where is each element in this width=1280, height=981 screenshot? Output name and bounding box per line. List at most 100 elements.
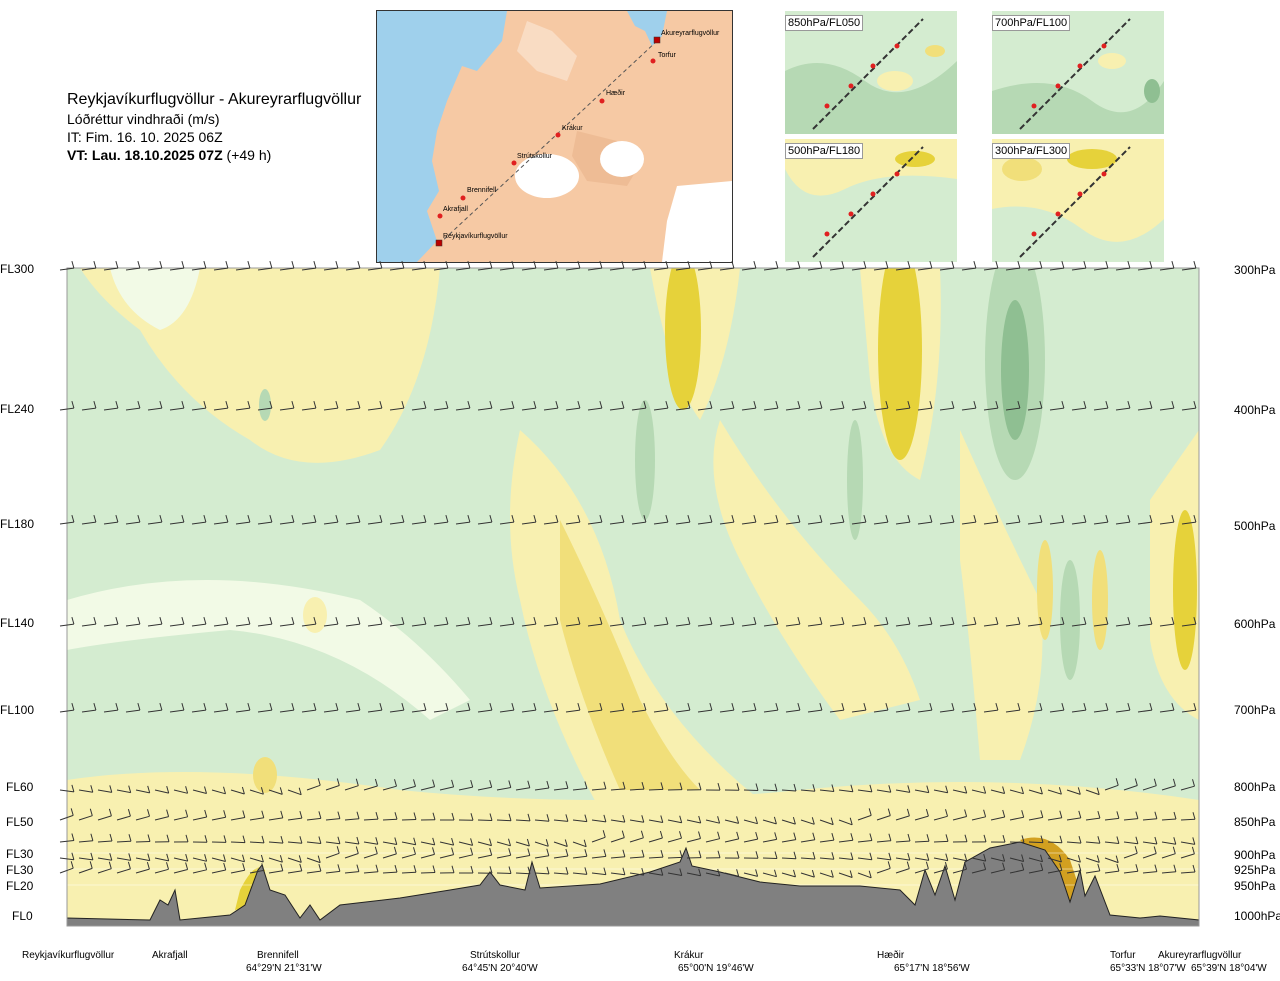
wind-barb-flag [831,852,835,860]
wind-barb-flag [709,514,713,523]
wind-barb-shaft [249,841,265,844]
hpa-label: 600hPa [1234,617,1276,631]
level-map-300[interactable]: 300hPa/FL300 [992,139,1164,262]
wind-barb-shaft [697,521,712,525]
wind-barb-flag [841,260,845,269]
wind-barb-flag [1171,616,1175,625]
wind-barb-shaft [895,840,911,843]
level-map-label: 700hPa/FL100 [992,15,1071,31]
wind-barb-shaft [851,623,866,627]
wind-barb-flag [868,808,872,816]
wind-barb-flag [964,862,967,870]
wind-barb-shaft [762,819,777,825]
wind-barb-shaft [1049,521,1064,525]
wind-barb-shaft [103,521,118,525]
wind-barb-shaft [401,853,416,859]
location-name: Akrafjall [152,950,188,961]
wind-barb-shaft [800,819,815,825]
wind-barb-flag [1171,400,1175,409]
wind-barb-flag [413,812,417,820]
wind-barb-shaft [103,709,118,713]
wind-barb-flag [508,813,512,821]
wind-barb-flag [423,514,427,523]
wind-barb-shaft [235,709,250,713]
wind-barb-shaft [367,623,382,627]
wind-barb-shaft [1071,407,1086,411]
wind-barb-shaft [653,521,668,525]
wind-barb-flag [1061,400,1065,409]
wind-barb-shaft [1093,521,1108,525]
glacier-langjokull [515,154,579,198]
wind-barb-shaft [724,872,739,877]
wind-barb-flag [945,853,949,861]
wind-barb-flag [489,514,493,523]
wind-barb-shaft [345,623,360,627]
wind-barb-shaft [1066,841,1082,844]
wind-barb-shaft [301,407,316,411]
wind-barb-shaft [1028,841,1044,844]
wind-barb-flag [925,861,929,869]
level-map-500[interactable]: 500hPa/FL180 [785,139,957,262]
wind-barb-shaft [125,267,140,271]
wind-barb-shaft [287,870,302,874]
wind-barb-shaft [1181,623,1196,627]
wind-barb-shaft [917,623,932,627]
wind-barb-flag [964,853,968,861]
wind-barb-shaft [971,816,986,821]
wind-barb-flag [93,400,97,409]
wind-barb-shaft [287,817,302,821]
wind-barb-flag [925,808,929,817]
wind-barb-shaft [553,855,568,859]
wind-barb-shaft [477,709,492,713]
wind-barb-shaft [697,623,712,627]
wind-barb-shaft [1142,841,1157,845]
wind-barb-flag [775,616,779,625]
wind-barb-shaft [257,407,272,411]
fl-label: FL60 [6,780,34,794]
fl-label: FL20 [6,879,34,893]
wind-barb-shaft [325,841,340,845]
wind-barb-shaft [610,819,625,823]
wind-barb-shaft [785,407,800,411]
route-map[interactable]: Akureyrarflugvöllur Torfur Hæðir Krákur … [376,10,733,263]
wind-barb-shaft [78,789,93,793]
wind-barb-flag [555,702,559,711]
wind-barb-flag [223,862,227,871]
wind-barb-shaft [990,857,1005,862]
wind-barb-shaft [173,816,188,821]
location-coord: 65°39'N 18°04'W [1191,963,1267,974]
wind-barb-shaft [1049,709,1064,713]
wind-barb-shaft [191,623,206,627]
wind-barb-flag [584,814,588,822]
wind-barb-flag [71,514,75,523]
wind-barb-shaft [609,709,624,713]
wind-barb-flag [888,833,892,841]
wind-barb-flag [166,809,170,817]
wind-barb-shaft [763,267,778,271]
wind-barb-flag [830,870,834,878]
wind-barb-shaft [543,521,558,525]
wind-barb-shaft [952,816,967,821]
wind-barb-flag [355,778,359,786]
wind-barb-flag [1105,616,1109,625]
wind-barb-flag [137,514,141,523]
wind-barb-shaft [629,788,645,791]
level-map-700[interactable]: 700hPa/FL100 [992,11,1164,134]
level-map-850[interactable]: 850hPa/FL050 [785,11,957,134]
wind-barb-flag [225,514,229,523]
wind-barb-flag [336,846,340,854]
wind-barb-flag [299,863,303,872]
wind-barb-shaft [116,868,131,874]
wind-barb-flag [291,514,295,523]
wind-barb-shaft [675,623,690,627]
wind-barb-flag [432,837,436,846]
wind-barb-flag [698,815,702,824]
wind-barb-shaft [990,869,1005,874]
wind-barb-shaft [135,868,150,874]
wind-barb-flag [983,862,987,870]
wind-barb-flag [995,260,999,269]
wind-barb-flag [819,702,823,711]
wind-barb-shaft [230,789,245,795]
wind-barb-flag [687,616,691,625]
wind-barb-shaft [78,867,93,874]
